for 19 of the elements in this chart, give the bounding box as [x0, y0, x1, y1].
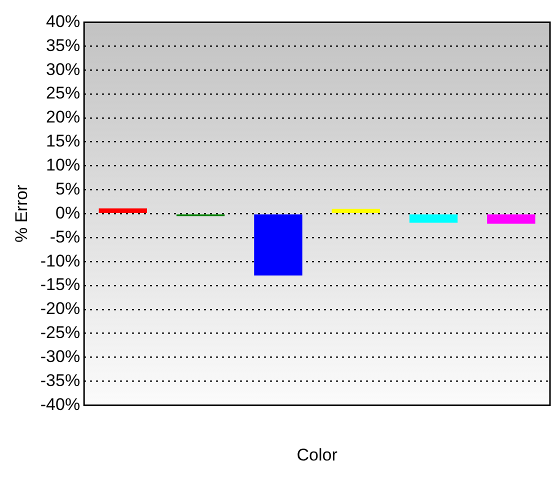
y-tick-label: 15% — [46, 132, 80, 151]
y-tick-label: -40% — [40, 394, 80, 414]
y-tick-label: -15% — [40, 275, 80, 294]
x-axis-title: Color — [296, 445, 338, 464]
y-tick-label: -10% — [40, 251, 80, 270]
y-tick-label: 25% — [46, 84, 80, 103]
y-axis-title: % Error — [12, 184, 31, 243]
y-tick-label: -35% — [40, 370, 80, 390]
y-tick-label: 30% — [46, 60, 80, 79]
y-tick-label: -20% — [40, 299, 80, 318]
y-tick-label: -5% — [50, 227, 80, 246]
y-tick-label: 5% — [56, 179, 80, 198]
y-tick-label: -25% — [40, 323, 80, 342]
y-tick-label: 0% — [56, 203, 80, 222]
y-tick-label: -30% — [40, 347, 80, 366]
y-tick-label: 35% — [46, 36, 80, 55]
y-tick-label: 20% — [46, 108, 80, 127]
y-tick-label: 40% — [46, 12, 80, 31]
y-tick-label: 10% — [46, 156, 80, 175]
